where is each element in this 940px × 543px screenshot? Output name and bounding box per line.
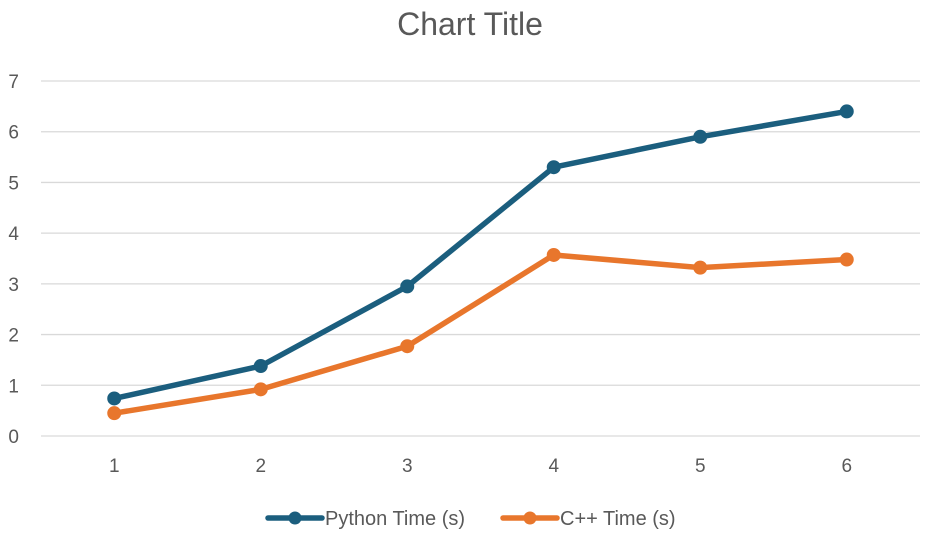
x-tick-label: 4 (548, 456, 559, 477)
gridlines (41, 80, 920, 437)
data-point (839, 252, 854, 267)
legend-label: Python Time (s) (325, 508, 465, 530)
data-point (107, 391, 122, 406)
y-tick-label: 1 (8, 376, 19, 397)
data-point (693, 129, 708, 144)
legend-marker (523, 511, 537, 525)
series-cpp (107, 247, 854, 421)
data-point (400, 339, 415, 354)
legend-item: Python Time (s) (265, 508, 465, 530)
data-point (546, 160, 561, 175)
y-tick-label: 3 (8, 275, 19, 296)
y-tick-label: 6 (8, 123, 19, 144)
series-python (107, 104, 854, 406)
data-point (546, 247, 561, 262)
y-tick-label: 4 (8, 224, 19, 245)
x-tick-label: 1 (109, 456, 120, 477)
data-point (839, 104, 854, 119)
legend-label: C++ Time (s) (560, 508, 676, 530)
data-point (253, 359, 268, 374)
chart-title: Chart Title (397, 6, 543, 42)
legend-item: C++ Time (s) (500, 508, 676, 530)
x-tick-label: 3 (402, 456, 413, 477)
data-point (693, 260, 708, 275)
data-point (107, 406, 122, 421)
x-axis-ticks: 1 2 3 4 5 6 (109, 456, 852, 477)
series-line (111, 108, 850, 402)
y-tick-label: 0 (8, 427, 19, 448)
y-axis-ticks: 0 1 2 3 4 5 6 7 (8, 72, 19, 448)
series-line (111, 252, 850, 416)
x-tick-label: 2 (255, 456, 266, 477)
x-tick-label: 5 (695, 456, 706, 477)
data-point (253, 382, 268, 397)
x-tick-label: 6 (841, 456, 852, 477)
legend-marker (288, 511, 302, 525)
legend: Python Time (s) C++ Time (s) (265, 508, 676, 530)
y-tick-label: 2 (8, 326, 19, 347)
y-tick-label: 7 (8, 72, 19, 93)
data-point (400, 279, 415, 294)
y-tick-label: 5 (8, 173, 19, 194)
